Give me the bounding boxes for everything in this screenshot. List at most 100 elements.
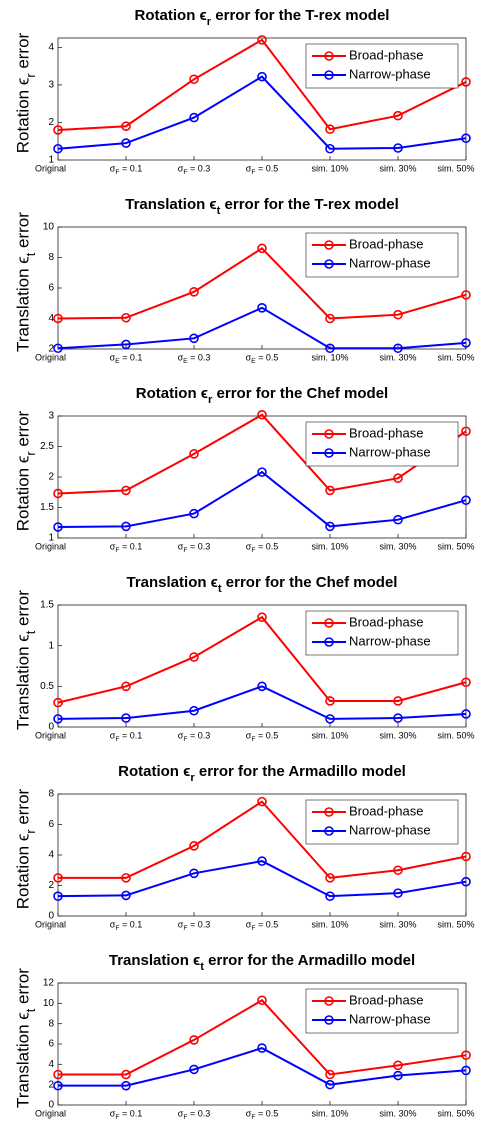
x-tick-label: sim. 30% [379, 541, 416, 551]
x-tick-label: σF = 0.1 [110, 1108, 142, 1121]
legend-marker [324, 637, 334, 647]
marker [461, 1065, 471, 1076]
marker [189, 1035, 199, 1045]
x-tick-label: sim. 10% [311, 730, 348, 740]
y-tick-label: 1 [48, 533, 54, 544]
y-tick-label: 4 [48, 42, 54, 53]
marker [325, 343, 335, 354]
legend-box [305, 799, 459, 845]
y-tick-label: 1 [48, 640, 54, 651]
marker [189, 74, 199, 85]
marker [461, 851, 471, 862]
marker [393, 143, 403, 153]
y-tick-label: 8 [48, 789, 54, 800]
marker [461, 290, 471, 300]
y-axis-label: Translation ϵt error [13, 968, 37, 1108]
chart-title: Translation ϵt error for the T-rex model [125, 196, 399, 217]
marker [189, 705, 199, 716]
y-tick-label: 8 [48, 1018, 54, 1029]
legend-label: Broad-phase [349, 992, 423, 1007]
legend-marker [324, 429, 334, 439]
marker [325, 143, 335, 154]
marker [257, 71, 267, 82]
x-tick-label: Original [35, 352, 66, 362]
y-tick-label: 0.5 [40, 681, 54, 692]
x-tick-label: Original [35, 541, 66, 551]
legend-box [305, 988, 459, 1034]
legend-label: Narrow-phase [349, 1011, 431, 1026]
marker [393, 696, 403, 706]
marker [53, 1069, 63, 1080]
marker [121, 890, 131, 901]
x-tick-label: sim. 50% [437, 352, 474, 362]
marker [53, 125, 63, 135]
legend-marker [324, 807, 334, 817]
y-tick-label: 0 [48, 1100, 54, 1111]
y-tick-label: 12 [43, 978, 55, 989]
x-tick-label: σE = 0.3 [178, 352, 211, 365]
marker [325, 313, 335, 324]
marker [121, 521, 131, 532]
marker [189, 652, 199, 662]
x-tick-label: sim. 50% [437, 730, 474, 740]
marker [393, 1070, 403, 1081]
chart-title: Rotation ϵr error for the T-rex model [135, 7, 390, 28]
legend-marker [324, 448, 334, 458]
y-tick-label: 0 [48, 722, 54, 733]
x-tick-label: σF = 0.5 [246, 1108, 278, 1121]
marker [121, 312, 131, 323]
x-tick-label: σE = 0.5 [246, 352, 279, 365]
x-tick-label: sim. 10% [311, 1108, 348, 1118]
x-tick-label: σF = 0.3 [178, 1108, 210, 1121]
x-tick-label: σF = 0.5 [246, 163, 278, 176]
legend-box [305, 232, 459, 278]
marker [461, 77, 471, 87]
line [58, 800, 467, 879]
legend-marker [324, 259, 334, 269]
marker [53, 714, 63, 724]
line [57, 75, 467, 150]
x-tick-label: σF = 0.3 [178, 730, 210, 743]
marker [393, 865, 403, 876]
marker [325, 891, 335, 901]
marker [461, 876, 471, 887]
line [57, 247, 467, 320]
marker [189, 449, 199, 459]
y-tick-label: 10 [43, 222, 55, 233]
marker [461, 1050, 471, 1060]
legend-marker [324, 70, 334, 80]
y-axis-label: Rotation ϵr error [13, 32, 37, 153]
marker [121, 121, 131, 132]
marker [53, 343, 63, 354]
x-tick-label: sim. 50% [437, 541, 474, 551]
chart-title: Translation ϵt error for the Chef model [127, 574, 398, 595]
legend-box [305, 421, 459, 467]
line [57, 685, 467, 720]
x-tick-label: sim. 10% [311, 352, 348, 362]
x-tick-label: σF = 0.1 [110, 541, 142, 554]
line [57, 306, 467, 350]
legend-label: Broad-phase [349, 425, 423, 440]
x-tick-label: Original [35, 919, 66, 929]
legend-marker [324, 996, 334, 1006]
y-tick-label: 4 [48, 313, 54, 324]
subplot: Rotation ϵr error for the Chef model Rota… [13, 385, 474, 554]
y-tick-label: 2 [48, 344, 54, 355]
y-tick-label: 2.5 [40, 441, 54, 452]
y-tick-label: 6 [48, 283, 54, 294]
x-tick-label: σF = 0.1 [110, 730, 142, 743]
y-tick-label: 2 [48, 117, 54, 128]
marker [53, 488, 63, 499]
x-tick-label: σF = 0.3 [178, 163, 210, 176]
marker [461, 338, 471, 348]
x-tick-label: Original [35, 163, 66, 173]
line [57, 860, 467, 898]
marker [325, 696, 335, 706]
y-tick-label: 2 [48, 880, 54, 891]
y-axis-label: Translation ϵt error [13, 590, 37, 730]
marker [189, 287, 199, 297]
line [57, 38, 467, 131]
marker [121, 485, 131, 496]
x-tick-label: sim. 10% [311, 163, 348, 173]
subplot: Rotation ϵr error for the T-rex model Rot… [13, 7, 474, 176]
